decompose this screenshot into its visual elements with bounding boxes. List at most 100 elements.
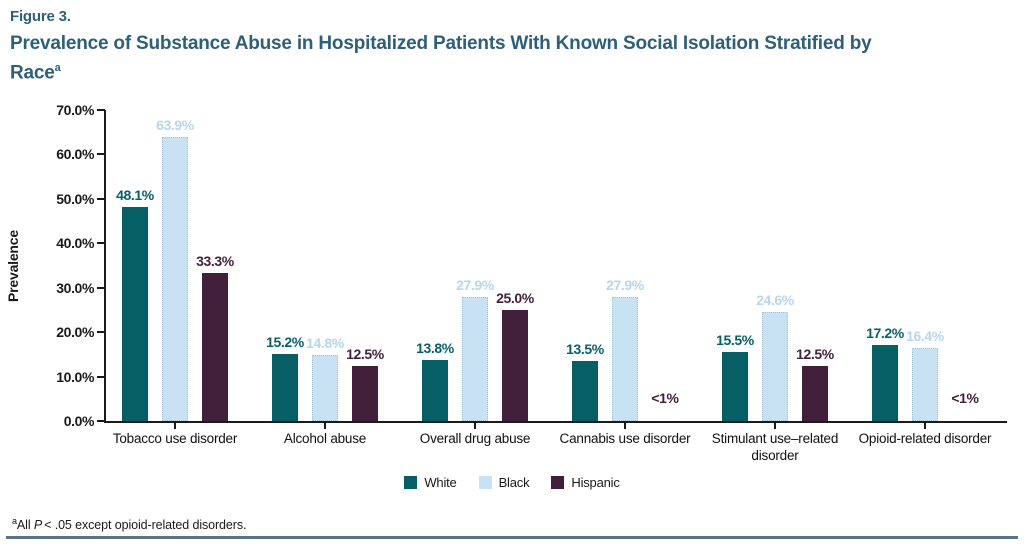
bar-slot: 13.8%: [416, 110, 454, 421]
figure-title-line2: Racea: [10, 62, 61, 84]
category-label: Overall drug abuse: [419, 431, 531, 446]
y-tick-label: 10.0%: [56, 368, 94, 385]
bar-slot: 16.4%: [906, 110, 944, 421]
bar-value-label: 17.2%: [866, 324, 904, 341]
title-superscript: a: [54, 62, 61, 74]
bar-value-label: <1%: [651, 390, 679, 406]
x-axis-line: [104, 421, 1007, 423]
bar-white: [422, 359, 448, 421]
bar-white: [722, 352, 748, 421]
y-tick-label: 0.0%: [63, 413, 95, 429]
bar-slot: 24.6%: [756, 110, 794, 421]
bar-group: 15.5% 24.6% 12.5%: [716, 110, 834, 421]
bar-slot: 25.0%: [496, 110, 534, 421]
bar-white: [572, 361, 598, 421]
footnote-superscript: a: [12, 516, 17, 526]
bar-value-label: 25.0%: [496, 289, 534, 306]
bar-black: [312, 355, 338, 421]
legend-label: Black: [498, 475, 530, 490]
bar-slot: 15.2%: [266, 110, 304, 421]
bar-value-label: 13.8%: [416, 339, 454, 356]
bar-black: [462, 297, 488, 421]
bottom-rule: [6, 536, 1018, 539]
bar-value-label: <1%: [951, 390, 979, 406]
bar-black: [612, 297, 638, 421]
bar-slot: 12.5%: [796, 110, 834, 421]
legend-item: White: [404, 475, 457, 490]
bar-value-label: 16.4%: [906, 328, 944, 345]
bar-group: 15.2% 14.8% 12.5%: [266, 110, 384, 421]
bar-slot: 17.2%: [866, 110, 904, 421]
legend-label: Hispanic: [571, 475, 620, 490]
y-tick-mark: [97, 375, 105, 378]
figure-title: Prevalence of Substance Abuse in Hospita…: [10, 31, 1018, 85]
bar-value-label: 63.9%: [156, 117, 194, 134]
bar-slot: 14.8%: [306, 110, 344, 421]
footnote-p: P: [33, 518, 43, 533]
bar-slot: 13.5%: [566, 110, 604, 421]
bar-value-label: 48.1%: [116, 187, 154, 204]
bar-value-label: 33.3%: [196, 253, 234, 270]
bar-hispanic: [202, 273, 228, 421]
category-label: Alcohol abuse: [283, 431, 367, 446]
legend-swatch: [404, 476, 418, 489]
x-axis-tick: [924, 421, 926, 429]
x-axis-tick: [174, 421, 176, 429]
bar-slot: 33.3%: [196, 110, 234, 421]
bar-white: [872, 344, 898, 421]
category-label: Tobacco use disorder: [112, 431, 238, 446]
bar-value-label: 27.9%: [606, 277, 644, 293]
bar-slot: <1%: [951, 110, 979, 421]
y-axis-title: Prevalence: [5, 230, 21, 302]
bar-hispanic: [352, 365, 378, 421]
legend-item: Hispanic: [551, 475, 620, 490]
x-axis-tick: [324, 421, 326, 429]
bar-hispanic: [502, 309, 528, 421]
y-tick-label: 40.0%: [56, 235, 94, 252]
figure-label: Figure 3.: [10, 8, 71, 25]
y-tick-label: 30.0%: [56, 279, 94, 296]
bar-slot: 12.5%: [346, 110, 384, 421]
plot-area: 48.1% 63.9% 33.3% 15.2% 14.8% 12.5% 13.8% 27.9%…: [105, 110, 1005, 429]
legend-swatch: [478, 476, 492, 489]
x-axis-tick: [774, 421, 776, 429]
figure-title-line1: Prevalence of Substance Abuse in Hospita…: [10, 33, 872, 54]
bar-slot: 27.9%: [606, 110, 644, 421]
bar-group: 13.8% 27.9% 25.0%: [416, 110, 534, 421]
y-tick-label: 50.0%: [56, 190, 94, 207]
legend-swatch: [551, 476, 565, 489]
x-axis-tick: [474, 421, 476, 429]
bar-black: [162, 137, 188, 421]
bar-white: [122, 207, 148, 421]
bar-group: 13.5% 27.9% <1%: [566, 110, 679, 421]
bar-slot: 63.9%: [156, 110, 194, 421]
bar-slot: 15.5%: [716, 110, 754, 421]
bar-value-label: 24.6%: [756, 291, 794, 308]
bar-value-label: 13.5%: [566, 341, 604, 357]
bar-value-label: 14.8%: [306, 335, 344, 352]
legend-label: White: [424, 475, 457, 490]
bar-slot: 48.1%: [116, 110, 154, 421]
bar-value-label: 12.5%: [796, 345, 834, 362]
bar-group: 48.1% 63.9% 33.3%: [116, 110, 234, 421]
y-tick-mark: [97, 420, 105, 422]
bar-black: [912, 348, 938, 421]
y-tick-mark: [97, 197, 105, 200]
category-labels: Tobacco use disorder Alcohol abuse Overall…: [0, 430, 1024, 470]
bar-white: [272, 353, 298, 421]
bar-value-label: 27.9%: [456, 277, 494, 293]
footnote: aAll P < .05 except opioid-related disord…: [12, 516, 247, 533]
y-tick-mark: [97, 153, 105, 156]
bar-value-label: 15.5%: [716, 332, 754, 349]
y-tick-mark: [97, 286, 105, 289]
category-label: Opioid-related disorder: [858, 431, 992, 446]
category-label: Cannabis use disorder: [559, 431, 691, 446]
y-tick-mark: [97, 109, 105, 111]
legend-item: Black: [478, 475, 530, 490]
bar-black: [762, 311, 788, 421]
bar-group: 17.2% 16.4% <1%: [866, 110, 979, 421]
y-tick-mark: [97, 242, 105, 245]
x-axis-tick: [624, 421, 626, 429]
y-tick-label: 20.0%: [56, 324, 94, 341]
